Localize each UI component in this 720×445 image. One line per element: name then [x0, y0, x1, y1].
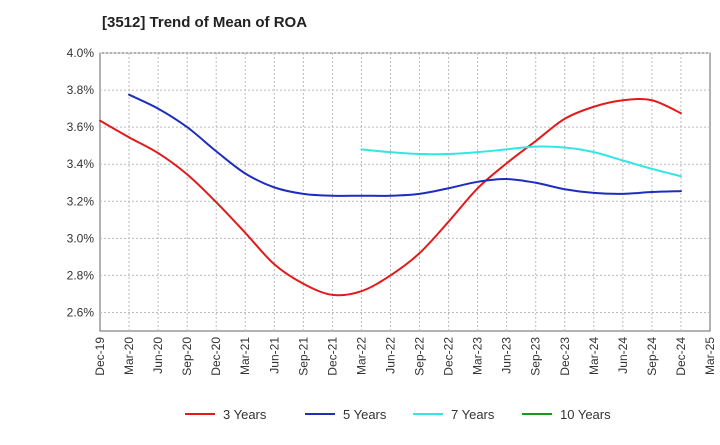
x-tick-label: Jun-20 — [151, 337, 165, 374]
y-tick-label: 3.6% — [67, 120, 95, 134]
x-tick-label: Dec-21 — [325, 337, 339, 376]
x-tick-label: Jun-24 — [616, 337, 630, 374]
plot-frame — [99, 52, 711, 332]
legend-label-5-years: 5 Years — [343, 407, 387, 422]
y-tick-label: 2.6% — [67, 305, 95, 319]
x-tick-label: Dec-22 — [442, 337, 456, 376]
x-tick-label: Dec-20 — [209, 337, 223, 376]
x-tick-label: Dec-19 — [93, 337, 107, 376]
x-tick-label: Sep-24 — [645, 337, 659, 376]
x-tick-label: Mar-24 — [587, 337, 601, 375]
x-tick-label: Mar-25 — [703, 337, 717, 375]
x-tick-label: Mar-23 — [471, 337, 485, 375]
y-tick-label: 3.0% — [67, 231, 95, 245]
y-tick-label: 2.8% — [67, 268, 95, 282]
legend-label-3-years: 3 Years — [223, 407, 267, 422]
x-tick-label: Sep-21 — [296, 337, 310, 376]
x-tick-label: Mar-21 — [238, 337, 252, 375]
series-line-3-years — [99, 98, 682, 297]
series-line-7-years — [360, 145, 682, 178]
chart-title: [3512] Trend of Mean of ROA — [102, 14, 308, 31]
legend-label-10-years: 10 Years — [560, 407, 611, 422]
x-tick-label: Sep-23 — [529, 337, 543, 376]
x-tick-label: Mar-22 — [354, 337, 368, 375]
x-tick-label: Mar-20 — [122, 337, 136, 375]
x-tick-label: Dec-23 — [558, 337, 572, 376]
y-tick-label: 3.4% — [67, 157, 95, 171]
x-tick-label: Sep-20 — [180, 337, 194, 376]
x-tick-label: Dec-24 — [674, 337, 688, 376]
y-tick-label: 3.8% — [67, 83, 95, 97]
x-tick-label: Jun-21 — [267, 337, 281, 374]
legend-label-7-years: 7 Years — [451, 407, 495, 422]
y-tick-label: 4.0% — [67, 46, 95, 60]
x-tick-label: Sep-22 — [413, 337, 427, 376]
series-line-5-years — [128, 93, 682, 197]
x-tick-label: Jun-23 — [500, 337, 514, 374]
x-tick-label: Jun-22 — [383, 337, 397, 374]
y-tick-label: 3.2% — [67, 194, 95, 208]
